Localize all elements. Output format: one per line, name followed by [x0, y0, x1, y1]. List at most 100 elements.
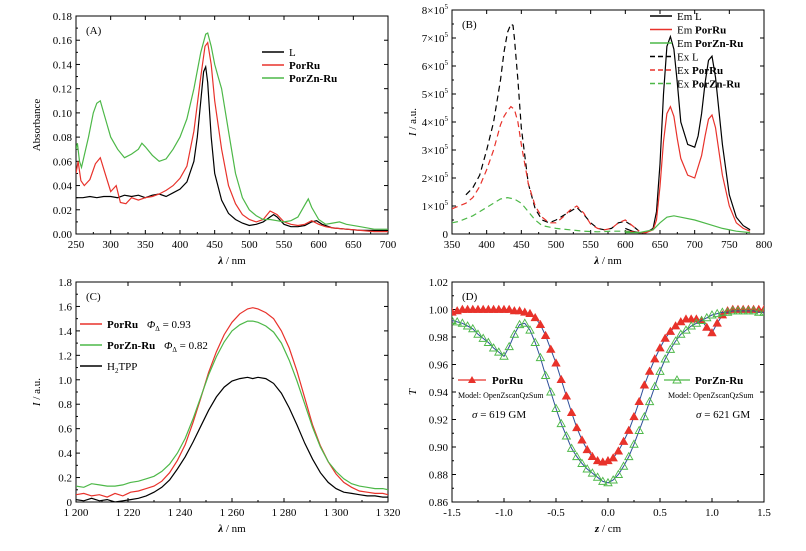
x-tick-label: -1.5: [443, 507, 461, 519]
x-tick-label: 1 300: [324, 507, 349, 519]
y-axis-label: Absorbance: [31, 99, 43, 152]
data-point: [629, 411, 639, 421]
data-point: [613, 446, 624, 455]
series-porzn-ru-line: [452, 196, 640, 234]
y-tick-label: 0.4: [58, 448, 72, 460]
series-porzn-ru-line: [76, 32, 388, 230]
y-tick-label: 0.00: [53, 229, 73, 241]
data-point: [592, 472, 603, 481]
x-tick-label: -1.0: [495, 507, 513, 519]
x-tick-label: 600: [617, 239, 634, 251]
data-point: [520, 318, 530, 327]
y-tick-label: 0.94: [429, 387, 449, 399]
sigma-label: σ = 619 GM: [472, 409, 526, 421]
x-tick-label: 700: [686, 239, 703, 251]
y-tick-label: 1×105: [422, 199, 449, 213]
y-tick-label: 0.88: [429, 470, 449, 482]
x-tick-label: 400: [478, 239, 495, 251]
data-point: [660, 354, 670, 363]
x-tick-label: 750: [721, 239, 738, 251]
data-point: [738, 305, 748, 315]
data-point: [587, 451, 598, 461]
x-tick-label: 250: [68, 239, 85, 251]
x-tick-label: 1.5: [757, 507, 771, 519]
series-porru-line: [76, 307, 388, 498]
data-point: [608, 453, 618, 462]
data-point: [566, 407, 577, 417]
y-tick-label: 0.04: [53, 181, 73, 193]
data-point: [457, 318, 468, 327]
panel-d: -1.5 -1.0 -0.5 0.0 0.5 1.0 1.5 0.86 0.88 0.90 0.92…: [407, 277, 771, 535]
x-tick-label: 500: [548, 239, 565, 251]
x-tick-label: 0.0: [601, 507, 615, 519]
x-tick-label: 650: [652, 239, 669, 251]
data-point: [650, 381, 660, 390]
data-point: [561, 391, 572, 400]
data-point: [618, 436, 629, 445]
x-tick-label: 450: [206, 239, 223, 251]
data-point: [566, 443, 577, 452]
x-tick-label: 1 240: [168, 507, 193, 519]
data-point: [551, 403, 561, 412]
data-point: [743, 305, 754, 315]
legend-marker: [672, 375, 682, 384]
data-point: [499, 351, 509, 360]
data-point: [665, 326, 676, 335]
y-tick-label: 0.10: [53, 108, 73, 120]
data-point: [551, 358, 561, 367]
legend-label: PorZn-Ru ΦΔ = 0.82: [107, 340, 208, 354]
x-tick-label: 550: [276, 239, 293, 251]
panel-label: (A): [86, 25, 102, 37]
legend-label: Ex PorZn-Ru: [677, 79, 740, 91]
y-tick-label: 0.18: [53, 11, 73, 23]
x-tick-label: 1.0: [705, 507, 719, 519]
data-point: [509, 329, 520, 338]
data-point: [483, 337, 494, 346]
data-point: [712, 318, 722, 327]
data-point: [634, 396, 644, 406]
data-point: [530, 337, 540, 346]
data-point: [504, 304, 514, 313]
data-point: [572, 422, 582, 432]
data-point: [624, 451, 634, 461]
x-tick-label: 1 320: [376, 507, 401, 519]
y-tick-label: 7×105: [422, 31, 449, 45]
legend-label: PorRu: [289, 60, 320, 72]
data-point: [733, 305, 743, 315]
series-porru-line: [76, 41, 388, 233]
plot-frame: [75, 281, 389, 503]
data-point: [556, 418, 566, 428]
legend-label: Em PorZn-Ru: [677, 38, 743, 50]
data-point: [520, 307, 530, 316]
x-axis-label: λ / nm: [217, 255, 246, 267]
y-tick-label: 0.86: [429, 497, 449, 509]
legend-label: Ex L: [677, 52, 699, 64]
panel-b: 350 400 450 500 550 600 650 700 750 800 0 1×105 2×10…: [407, 3, 773, 267]
y-tick-label: 0.14: [53, 59, 73, 71]
data-layer: [76, 32, 388, 233]
data-point: [535, 319, 546, 329]
x-tick-label: 450: [513, 239, 530, 251]
series-h-line: [76, 376, 388, 502]
data-point: [644, 396, 655, 406]
data-point: [488, 343, 499, 352]
y-tick-label: 1.6: [58, 301, 72, 313]
y-tick-label: 0.6: [58, 424, 72, 436]
x-axis-label: λ / nm: [593, 255, 622, 267]
y-tick-label: 0.96: [429, 360, 449, 372]
model-label: Model: OpenZscanQzSum: [458, 391, 544, 400]
data-point: [452, 315, 457, 324]
data-point: [540, 370, 551, 379]
panel-c: 1 200 1 220 1 240 1 260 1 280 1 300 1 320 0 0.2 0…: [31, 277, 401, 535]
y-tick-label: 0.02: [53, 205, 72, 217]
data-point: [525, 325, 535, 334]
series-l-line: [465, 23, 640, 232]
y-tick-label: 1.4: [58, 326, 72, 338]
data-point: [556, 374, 566, 384]
data-point: [540, 330, 551, 340]
data-point: [546, 344, 556, 353]
fit-curve: [452, 310, 764, 484]
panel-label: (C): [86, 291, 101, 303]
data-point: [462, 321, 473, 330]
